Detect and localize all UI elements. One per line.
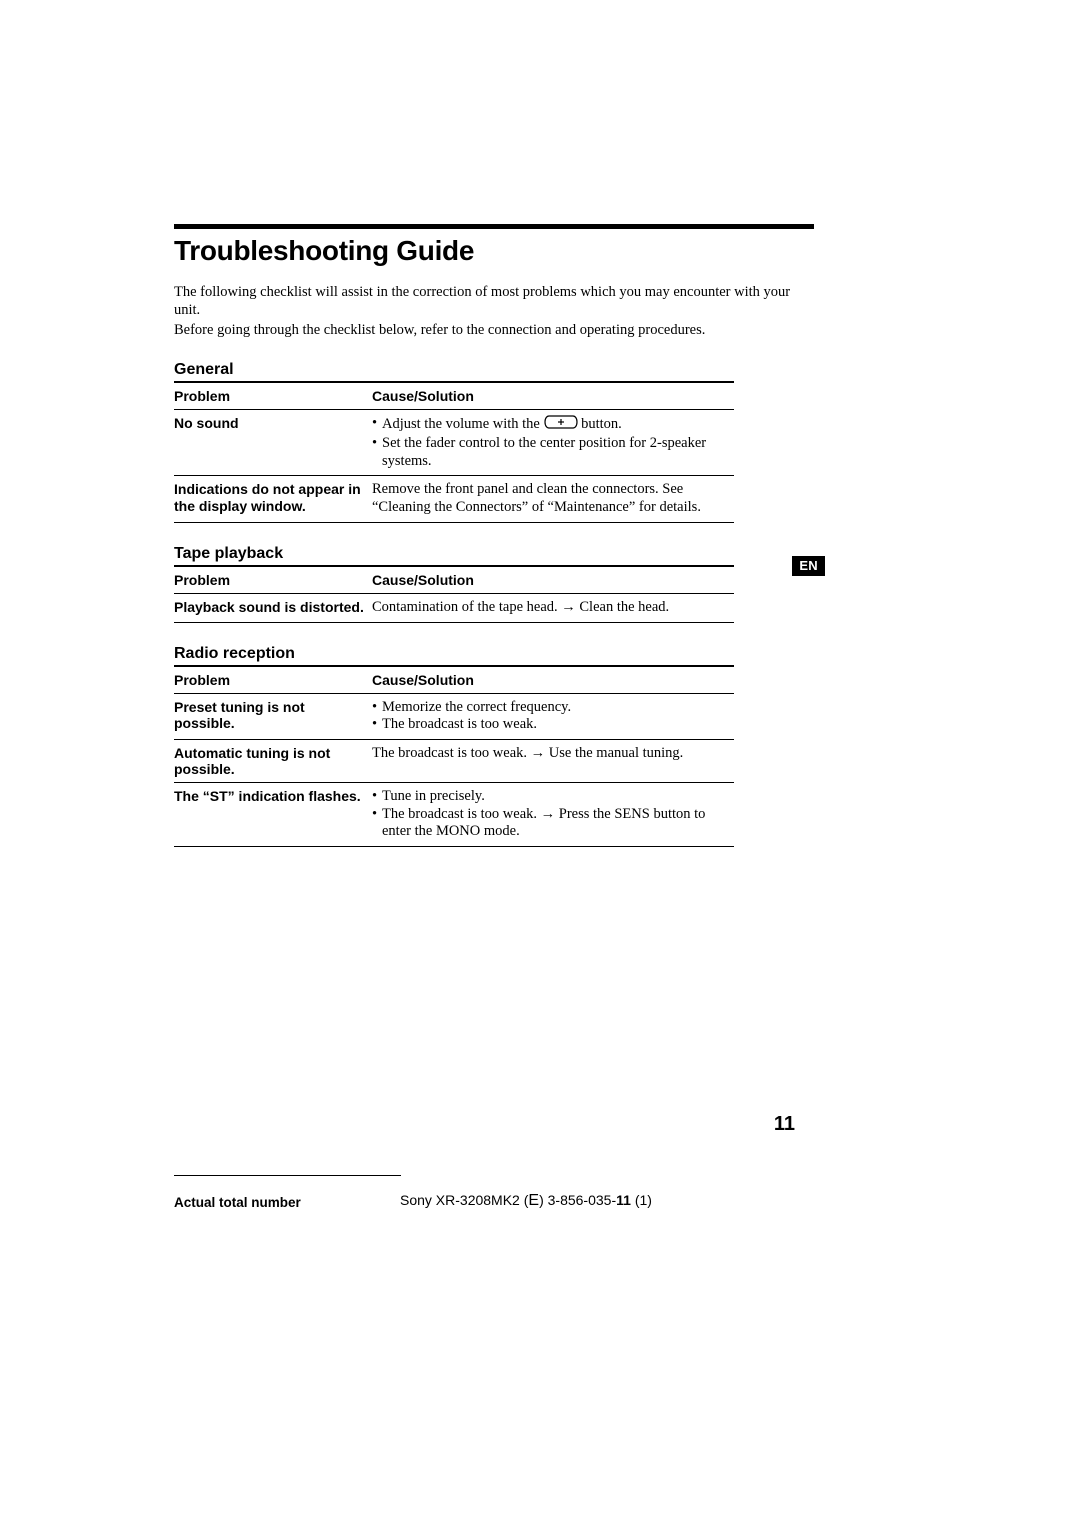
footer-text: ) 3-856-035- <box>539 1192 616 1208</box>
cause-text: Adjust the volume with the <box>382 416 544 432</box>
cause-text: Tune in precisely. <box>382 788 485 804</box>
section-general: General Problem Cause/Solution No sound … <box>174 361 814 522</box>
col-header-problem: Problem <box>174 666 372 694</box>
table-row: Playback sound is distorted. Contaminati… <box>174 593 734 622</box>
cause-cell: The broadcast is too weak. → Use the man… <box>372 739 734 782</box>
problem-cell: The “ST” indication flashes. <box>174 783 372 847</box>
problem-cell: No sound <box>174 410 372 476</box>
cause-cell: Remove the front panel and clean the con… <box>372 476 734 522</box>
table-row: No sound Adjust the volume with the butt… <box>174 410 734 476</box>
cause-cell: Tune in precisely. The broadcast is too … <box>372 783 734 847</box>
footer-text: (1) <box>631 1192 652 1208</box>
arrow-icon: → <box>531 745 546 761</box>
intro-paragraph-1: The following checklist will assist in t… <box>174 283 814 319</box>
bullet-item: Memorize the correct frequency. <box>372 699 732 717</box>
page-number: 11 <box>774 1113 795 1136</box>
footer-text-bold: 11 <box>616 1192 631 1208</box>
language-tab: EN <box>792 556 825 576</box>
bullet-item: Tune in precisely. <box>372 788 732 806</box>
bullet-item: The broadcast is too weak. <box>372 716 732 734</box>
col-header-problem: Problem <box>174 566 372 594</box>
cause-text: Memorize the correct frequency. <box>382 699 571 715</box>
table-header-row: Problem Cause/Solution <box>174 666 734 694</box>
col-header-cause: Cause/Solution <box>372 382 734 410</box>
arrow-icon: → <box>541 806 556 822</box>
cause-text: button. <box>578 416 622 432</box>
cause-text: Contamination of the tape head. <box>372 599 561 615</box>
problem-cell: Indications do not appear in the display… <box>174 476 372 522</box>
intro-paragraph-2: Before going through the checklist below… <box>174 321 814 339</box>
problem-cell: Preset tuning is not possible. <box>174 693 372 739</box>
bullet-item: Set the fader control to the center posi… <box>372 435 732 470</box>
cause-text: The broadcast is too weak. <box>372 745 531 761</box>
cause-text: Clean the head. <box>576 599 669 615</box>
table-row: The “ST” indication flashes. Tune in pre… <box>174 783 734 847</box>
plus-button-icon <box>544 415 578 435</box>
cause-cell: Memorize the correct frequency. The broa… <box>372 693 734 739</box>
arrow-icon: → <box>561 599 576 615</box>
footer-right: Sony XR-3208MK2 (E) 3-856-035-11 (1) <box>400 1192 652 1210</box>
footer-rule <box>174 1175 401 1176</box>
cause-cell: Contamination of the tape head. → Clean … <box>372 593 734 622</box>
cause-text: The broadcast is too weak. <box>382 806 541 822</box>
footer-left: Actual total number <box>174 1195 301 1210</box>
table-row: Automatic tuning is not possible. The br… <box>174 739 734 782</box>
table-row: Preset tuning is not possible. Memorize … <box>174 693 734 739</box>
col-header-cause: Cause/Solution <box>372 566 734 594</box>
bullet-item: The broadcast is too weak. → Press the S… <box>372 806 732 841</box>
troubleshooting-table: Problem Cause/Solution Preset tuning is … <box>174 665 734 848</box>
section-tape: Tape playback Problem Cause/Solution Pla… <box>174 545 814 623</box>
cause-cell: Adjust the volume with the button. Set t… <box>372 410 734 476</box>
table-row: Indications do not appear in the display… <box>174 476 734 522</box>
bullet-item: Adjust the volume with the button. <box>372 415 732 435</box>
troubleshooting-table: Problem Cause/Solution Playback sound is… <box>174 565 734 623</box>
problem-cell: Playback sound is distorted. <box>174 593 372 622</box>
section-heading: General <box>174 361 814 379</box>
col-header-cause: Cause/Solution <box>372 666 734 694</box>
cause-text: Set the fader control to the center posi… <box>382 435 732 470</box>
table-header-row: Problem Cause/Solution <box>174 566 734 594</box>
title-rule <box>174 224 814 229</box>
footer-text: E <box>528 1192 539 1209</box>
section-heading: Radio reception <box>174 645 814 663</box>
page-title: Troubleshooting Guide <box>174 235 814 267</box>
cause-text: The broadcast is too weak. <box>382 716 537 732</box>
section-heading: Tape playback <box>174 545 814 563</box>
section-radio: Radio reception Problem Cause/Solution P… <box>174 645 814 848</box>
table-header-row: Problem Cause/Solution <box>174 382 734 410</box>
footer-text: Sony XR-3208MK2 ( <box>400 1192 528 1208</box>
col-header-problem: Problem <box>174 382 372 410</box>
cause-text: Use the manual tuning. <box>545 745 683 761</box>
troubleshooting-table: Problem Cause/Solution No sound Adjust t… <box>174 381 734 522</box>
problem-cell: Automatic tuning is not possible. <box>174 739 372 782</box>
